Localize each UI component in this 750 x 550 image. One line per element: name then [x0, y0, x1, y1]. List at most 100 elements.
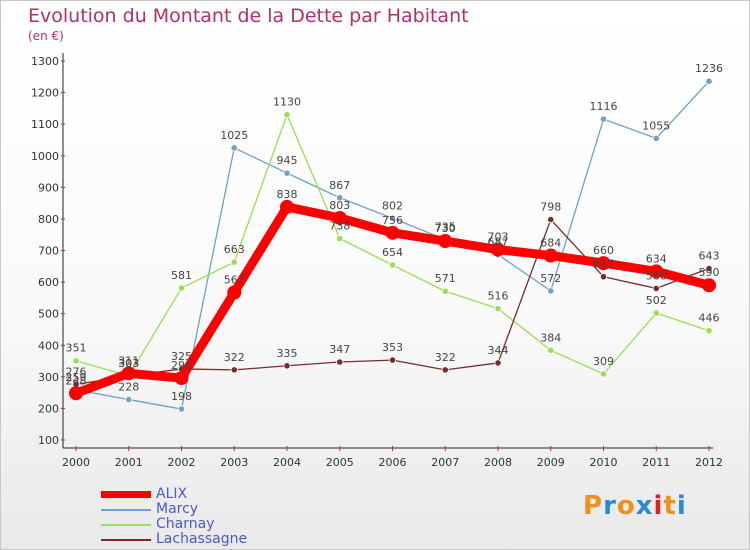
legend-label-marcy: Marcy — [156, 501, 199, 517]
x-tick-label: 2002 — [168, 456, 196, 469]
x-tick-label: 2011 — [642, 456, 670, 469]
data-label-charnay: 446 — [699, 312, 720, 325]
data-point-marcy — [177, 405, 186, 413]
data-label-alix: 756 — [382, 214, 403, 227]
y-tick-label: 1000 — [31, 150, 59, 163]
logo-letter: t — [663, 491, 677, 521]
data-point-charnay — [599, 370, 608, 378]
data-label-alix: 803 — [329, 199, 350, 212]
data-point-alix — [702, 278, 716, 293]
data-label-marcy: 1055 — [642, 119, 670, 132]
data-label-marcy: 867 — [329, 179, 350, 192]
data-label-charnay: 663 — [224, 243, 245, 256]
data-label-marcy: 259 — [66, 371, 87, 384]
x-tick-label: 2007 — [431, 456, 459, 469]
x-tick-label: 2000 — [62, 456, 90, 469]
data-label-charnay: 1130 — [273, 96, 301, 109]
data-point-marcy — [336, 194, 344, 202]
data-point-marcy — [599, 115, 608, 123]
data-point-lachassagne — [230, 366, 238, 374]
data-label-alix: 838 — [277, 188, 298, 201]
y-tick-label: 800 — [38, 213, 59, 226]
data-label-marcy: 735 — [435, 220, 456, 233]
logo-letter: P — [583, 491, 604, 521]
data-label-alix: 248 — [66, 374, 87, 387]
data-point-charnay — [388, 261, 397, 269]
data-label-charnay: 581 — [171, 269, 192, 282]
legend-swatch-charnay — [101, 524, 151, 526]
legend-swatch-marcy — [101, 509, 151, 511]
data-label-lachassagne: 347 — [329, 343, 350, 356]
data-point-alix — [174, 371, 189, 386]
data-point-lachassagne — [599, 273, 608, 281]
data-point-charnay — [547, 346, 555, 354]
y-tick-label: 500 — [38, 308, 59, 321]
y-tick-label: 1200 — [31, 87, 59, 100]
data-point-lachassagne — [652, 284, 660, 292]
data-label-marcy: 687 — [488, 236, 509, 249]
data-point-lachassagne — [705, 264, 713, 273]
data-point-lachassagne — [336, 358, 344, 366]
data-label-charnay: 502 — [646, 294, 667, 307]
logo-letter: x — [635, 491, 654, 521]
data-label-alix: 684 — [540, 237, 561, 250]
data-point-marcy — [652, 134, 660, 142]
data-label-charnay: 571 — [435, 272, 456, 285]
data-label-charnay: 516 — [488, 290, 509, 303]
data-point-lachassagne — [494, 359, 502, 367]
data-label-alix: 660 — [593, 244, 614, 257]
data-point-alix — [596, 256, 611, 271]
legend-item-lachassagne: Lachassagne — [101, 531, 271, 547]
data-label-alix: 590 — [699, 266, 720, 279]
data-point-alix — [649, 264, 664, 279]
data-label-charnay: 738 — [329, 219, 350, 232]
x-tick-label: 2008 — [484, 456, 512, 469]
data-label-marcy: 198 — [171, 390, 192, 403]
data-point-marcy — [388, 214, 397, 222]
x-tick-label: 2001 — [115, 456, 143, 469]
x-tick-label: 2004 — [273, 456, 301, 469]
logo-letter: r — [603, 491, 617, 521]
data-label-lachassagne: 344 — [488, 344, 509, 357]
data-point-alix — [227, 285, 242, 300]
data-point-alix — [438, 234, 453, 249]
chart-title: Evolution du Montant de la Dette par Hab… — [28, 5, 469, 27]
legend-swatch-alix — [101, 491, 151, 498]
data-label-lachassagne: 617 — [593, 258, 614, 271]
data-point-alix — [385, 225, 400, 240]
y-tick-label: 900 — [38, 181, 59, 194]
data-point-charnay — [494, 305, 502, 313]
data-point-marcy — [125, 395, 133, 404]
data-point-charnay — [652, 309, 660, 317]
data-label-alix: 311 — [118, 354, 139, 367]
data-label-marcy: 1025 — [220, 129, 248, 142]
y-tick-label: 700 — [38, 245, 59, 258]
x-tick-label: 2003 — [220, 456, 248, 469]
data-label-lachassagne: 353 — [382, 341, 403, 354]
data-label-lachassagne: 276 — [66, 365, 87, 378]
data-point-charnay — [230, 258, 238, 266]
data-label-marcy: 1116 — [590, 100, 618, 113]
y-tick-label: 1300 — [31, 55, 59, 68]
data-point-alix — [280, 199, 294, 214]
x-tick-label: 2005 — [326, 456, 354, 469]
y-tick-label: 200 — [38, 402, 59, 415]
data-point-lachassagne — [283, 362, 291, 370]
data-label-alix: 567 — [224, 274, 245, 287]
data-label-marcy: 802 — [382, 199, 403, 212]
data-label-charnay: 351 — [66, 342, 87, 355]
y-tick-label: 400 — [38, 339, 59, 352]
legend-label-alix: ALIX — [156, 486, 188, 502]
legend: ALIX Marcy Charnay Lachassagne — [101, 486, 271, 547]
legend-label-lachassagne: Lachassagne — [156, 531, 248, 547]
data-label-lachassagne: 643 — [699, 250, 720, 263]
logo-letter: i — [676, 491, 687, 521]
data-label-lachassagne: 798 — [540, 201, 561, 214]
logo-letter: o — [616, 491, 636, 521]
data-point-charnay — [705, 327, 713, 335]
data-label-charnay: 309 — [593, 355, 614, 368]
x-tick-label: 2009 — [537, 456, 565, 469]
legend-item-alix: ALIX — [101, 486, 271, 502]
data-point-lachassagne — [547, 215, 555, 224]
